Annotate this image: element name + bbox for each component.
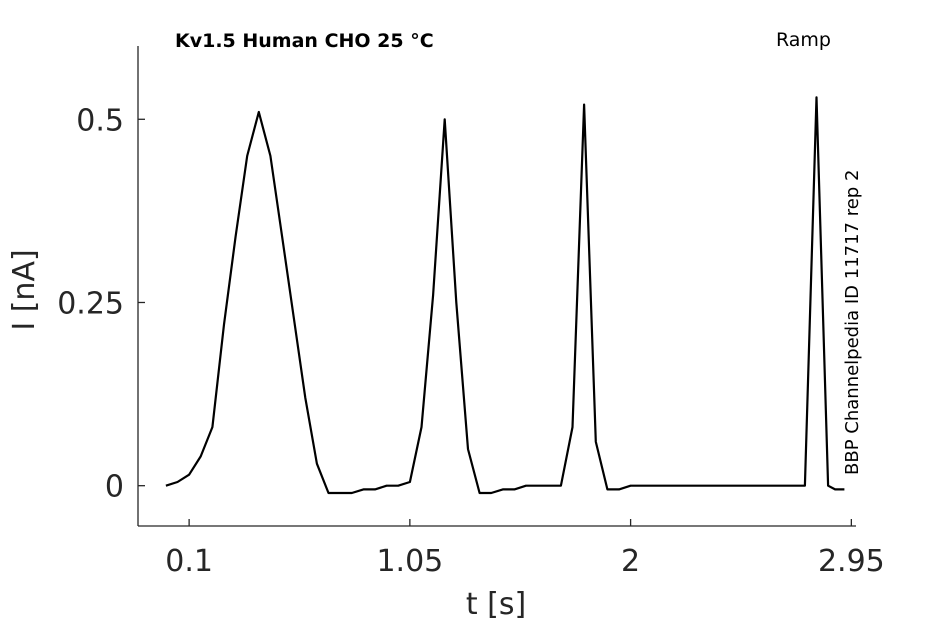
y-tick-label: 0.5: [76, 103, 124, 138]
channelpedia-id-label: BBP Channelpedia ID 11717 rep 2: [842, 170, 863, 475]
chart-title: Kv1.5 Human CHO 25 °C: [175, 30, 434, 52]
x-axis-ticks: 0.1 1.05 2 2.95: [165, 519, 885, 579]
current-trace-line: [165, 96, 845, 495]
y-tick-label: 0: [105, 470, 124, 505]
plot-area: [165, 96, 845, 495]
x-tick-label: 0.1: [165, 544, 213, 579]
y-axis-title: I [nA]: [7, 249, 42, 330]
x-tick-label: 2.95: [818, 544, 885, 579]
x-axis-title: t [s]: [466, 587, 526, 622]
y-axis-ticks: 0 0.25 0.5: [57, 103, 145, 505]
protocol-label: Ramp: [776, 29, 831, 51]
x-tick-label: 2: [621, 544, 640, 579]
x-tick-label: 1.05: [376, 544, 443, 579]
y-tick-label: 0.25: [57, 286, 124, 321]
